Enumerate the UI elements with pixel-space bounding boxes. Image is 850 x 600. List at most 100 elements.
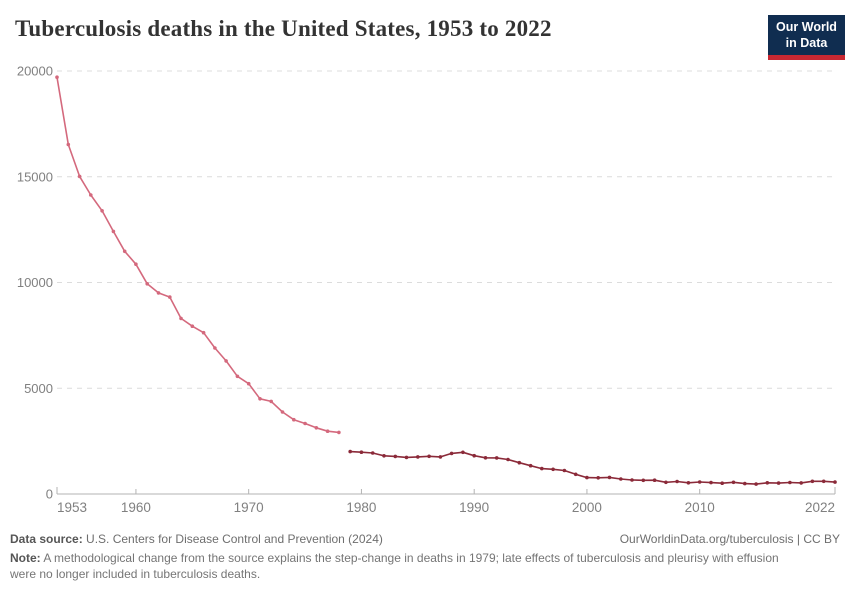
data-point[interactable] [585, 475, 589, 480]
data-point[interactable] [66, 142, 71, 147]
data-source-label: Data source: [10, 532, 83, 546]
data-point[interactable] [348, 449, 353, 454]
data-point[interactable] [337, 430, 341, 435]
data-point[interactable] [483, 456, 488, 460]
data-point[interactable] [528, 463, 533, 468]
y-axis-tick-label: 10000 [17, 275, 53, 290]
data-point[interactable] [551, 467, 555, 472]
owid-logo-text-line1: Our World [776, 20, 837, 34]
data-point[interactable] [224, 359, 228, 363]
data-point[interactable] [168, 295, 172, 299]
data-point[interactable] [156, 291, 161, 295]
data-point[interactable] [630, 478, 634, 482]
data-source-text: U.S. Centers for Disease Control and Pre… [86, 532, 383, 546]
data-point[interactable] [573, 472, 578, 477]
y-axis-tick-label: 20000 [17, 64, 53, 79]
data-point[interactable] [517, 460, 522, 465]
data-point[interactable] [303, 421, 307, 426]
data-point[interactable] [799, 481, 803, 485]
data-point[interactable] [776, 481, 781, 485]
data-point[interactable] [55, 75, 59, 79]
data-point[interactable] [393, 454, 398, 459]
data-point[interactable] [213, 346, 217, 350]
x-axis-tick-label: 2000 [572, 500, 602, 515]
data-point[interactable] [111, 229, 116, 234]
data-point[interactable] [709, 480, 713, 485]
data-point[interactable] [664, 480, 668, 485]
note-text: A methodological change from the source … [10, 551, 779, 581]
data-point[interactable] [619, 477, 623, 481]
data-source: Data source: U.S. Centers for Disease Co… [10, 531, 383, 547]
data-point[interactable] [472, 453, 477, 458]
data-point[interactable] [697, 480, 702, 484]
data-point[interactable] [731, 480, 736, 485]
x-axis-tick-label: 1953 [57, 500, 87, 515]
data-point[interactable] [720, 481, 724, 486]
data-point[interactable] [743, 481, 747, 486]
line-chart[interactable]: 0 5000 10000 15000 20000 1953 1960 1970 1980 1990… [0, 0, 850, 528]
data-point[interactable] [562, 468, 567, 473]
data-point[interactable] [89, 193, 93, 197]
data-point[interactable] [686, 481, 691, 485]
owid-logo: Our World in Data [768, 15, 845, 60]
data-point[interactable] [258, 397, 262, 401]
data-point[interactable] [540, 466, 544, 471]
series-line-1953-1978 [56, 76, 340, 434]
data-point[interactable] [788, 480, 792, 485]
data-point[interactable] [765, 481, 770, 485]
data-point[interactable] [179, 316, 183, 321]
data-source-line: Data source: U.S. Centers for Disease Co… [10, 531, 840, 547]
y-axis-tick-label: 5000 [24, 381, 53, 396]
data-point[interactable] [607, 475, 612, 480]
owid-logo-text-line2: in Data [785, 36, 828, 50]
data-point[interactable] [810, 479, 815, 484]
series-line-1979-2022 [349, 450, 836, 485]
x-axis-tick-label: 1970 [234, 500, 264, 515]
data-point[interactable] [122, 249, 127, 254]
data-point[interactable] [449, 451, 454, 456]
data-point[interactable] [427, 454, 431, 459]
data-point[interactable] [675, 479, 679, 484]
note-label: Note: [10, 551, 41, 565]
data-point[interactable] [461, 450, 465, 455]
data-point[interactable] [494, 456, 499, 460]
data-point[interactable] [833, 480, 837, 484]
data-point[interactable] [370, 451, 375, 455]
data-point[interactable] [235, 374, 240, 379]
data-point[interactable] [280, 410, 285, 414]
data-point[interactable] [416, 455, 420, 459]
x-axis-tick-label: 2010 [685, 500, 715, 515]
data-point[interactable] [246, 381, 251, 386]
data-point[interactable] [506, 457, 510, 462]
x-axis-tick-label: 2022 [805, 500, 835, 515]
y-axis-tick-label: 0 [46, 487, 53, 502]
data-point[interactable] [292, 417, 296, 422]
data-point[interactable] [382, 454, 386, 458]
chart-title: Tuberculosis deaths in the United States… [15, 16, 552, 41]
data-point[interactable] [359, 450, 364, 455]
x-axis-tick-label: 1980 [346, 500, 376, 515]
data-point[interactable] [754, 482, 758, 486]
data-point[interactable] [77, 174, 82, 179]
data-point[interactable] [641, 478, 646, 483]
data-point[interactable] [145, 282, 149, 286]
data-point[interactable] [190, 324, 195, 329]
x-axis-tick-label: 1960 [121, 500, 151, 515]
data-point[interactable] [201, 330, 206, 335]
x-axis-tick-label: 1990 [459, 500, 489, 515]
data-point[interactable] [314, 426, 319, 430]
data-point[interactable] [438, 455, 443, 459]
data-point[interactable] [821, 479, 826, 484]
citation-link[interactable]: OurWorldinData.org/tuberculosis | CC BY [619, 532, 840, 546]
note-line: Note: A methodological change from the s… [10, 551, 798, 582]
footer: Data source: U.S. Centers for Disease Co… [10, 531, 840, 582]
data-point[interactable] [100, 209, 104, 213]
data-point[interactable] [325, 429, 330, 434]
data-point[interactable] [134, 262, 138, 267]
data-point[interactable] [596, 476, 600, 480]
data-point[interactable] [652, 478, 657, 483]
data-point[interactable] [269, 399, 274, 404]
data-point[interactable] [404, 455, 409, 460]
y-axis-tick-label: 15000 [17, 169, 53, 184]
